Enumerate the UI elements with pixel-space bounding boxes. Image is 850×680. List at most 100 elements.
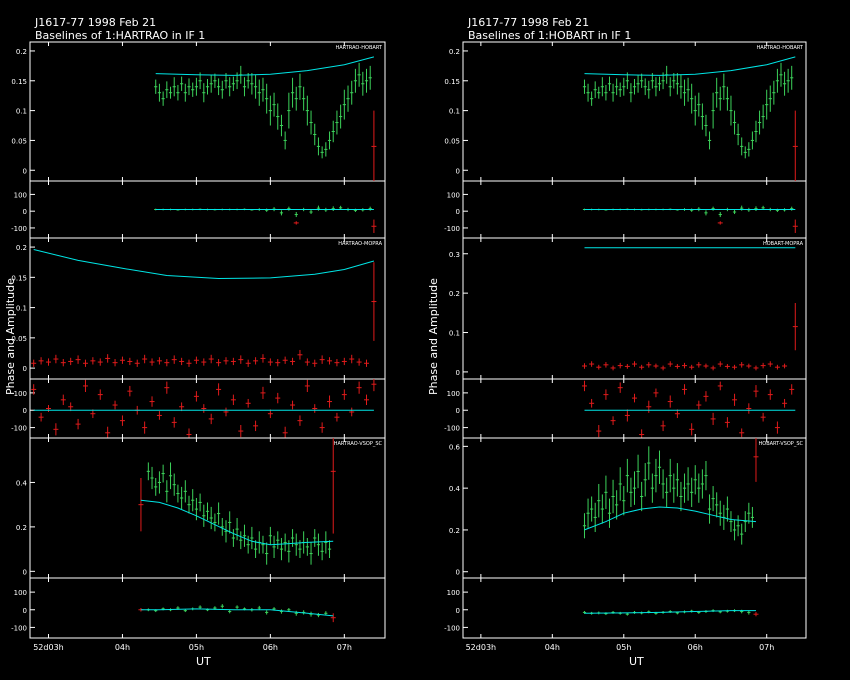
amplitude-point: [335, 110, 339, 135]
phase-point: [265, 208, 269, 212]
amplitude-point: [718, 500, 722, 526]
amplitude-point: [740, 523, 744, 545]
phase-flagged-point: [767, 389, 773, 400]
amplitude-point: [257, 79, 261, 106]
amplitude-point: [779, 62, 783, 87]
phase-point: [198, 605, 202, 609]
amplitude-point: [586, 498, 590, 528]
phase-flagged-point: [208, 413, 214, 425]
phase-flagged-point: [127, 385, 133, 397]
amplitude-point: [629, 83, 633, 103]
phase-flagged-point: [689, 423, 695, 436]
phase-flagged-point: [282, 426, 288, 438]
amplitude-point: [316, 533, 321, 556]
phase-frame: [462, 378, 807, 439]
amplitude-point: [615, 490, 619, 520]
amplitude-point: [283, 131, 287, 150]
amplitude-point: [704, 114, 708, 137]
amplitude-point: [750, 131, 755, 150]
amplitude-point: [693, 465, 697, 495]
amplitude-point: [172, 473, 176, 496]
amplitude-point: [294, 533, 298, 556]
amplitude-point: [650, 473, 654, 503]
phase-flagged-point: [334, 412, 340, 422]
amplitude-point: [216, 502, 221, 525]
amplitude-point: [707, 494, 712, 524]
amplitude-flagged-point: [304, 358, 310, 366]
amplitude-point: [161, 464, 165, 483]
phase-flagged-point: [646, 400, 652, 413]
phase-flagged-point: [774, 421, 780, 434]
amplitude-point: [261, 77, 265, 102]
amplitude-point: [618, 467, 622, 501]
amplitude-point: [276, 531, 280, 550]
x-tick-label: 04h: [545, 643, 560, 652]
amplitude-frame: [29, 41, 386, 182]
amplitude-point: [782, 71, 787, 96]
amplitude-flagged-point: [746, 363, 752, 369]
phase-flagged-point: [792, 219, 798, 233]
amplitude-tick-label: 0.4: [16, 479, 28, 487]
amplitude-point: [700, 103, 704, 130]
phase-flagged-point: [732, 393, 738, 406]
amplitude-flagged-point: [696, 362, 702, 368]
amplitude-flagged-point: [208, 354, 214, 364]
amplitude-point: [643, 463, 647, 497]
amplitude-point: [242, 524, 247, 547]
amplitude-point: [604, 475, 608, 510]
amplitude-point: [157, 471, 162, 494]
amplitude-point: [625, 458, 629, 493]
amplitude-point: [722, 73, 726, 100]
phase-tick-label: 100: [447, 589, 460, 597]
phase-tick-label: -100: [444, 425, 460, 433]
amplitude-frame: [462, 41, 807, 182]
amplitude-point: [636, 454, 640, 489]
phase-data: [138, 604, 336, 623]
phase-frame: [29, 378, 386, 439]
amplitude-flagged-point: [290, 357, 296, 366]
amplitude-point: [736, 515, 740, 537]
amplitude-point: [657, 450, 662, 484]
phase-flagged-point: [105, 426, 111, 438]
amplitude-flagged-point: [717, 361, 723, 367]
amplitude-flagged-point: [134, 359, 140, 367]
amplitude-point: [736, 123, 740, 146]
phase-point: [183, 609, 187, 613]
amplitude-flagged-point: [68, 357, 74, 366]
phase-tick-label: -100: [11, 425, 27, 433]
amplitude-point: [242, 77, 247, 97]
amplitude-tick-label: 0: [23, 167, 27, 175]
phase-flagged-point: [38, 412, 44, 422]
amplitude-data: [138, 438, 336, 565]
amplitude-point: [718, 86, 722, 111]
phase-tick-label: 100: [14, 390, 27, 398]
amplitude-point: [672, 473, 676, 503]
phase-point: [718, 212, 722, 218]
x-axis-label-right: UT: [629, 655, 644, 668]
amplitude-point: [690, 83, 694, 114]
amplitude-flagged-point: [260, 354, 266, 363]
amplitude-point: [590, 496, 594, 522]
phase-flagged-point: [371, 219, 377, 233]
amplitude-flagged-point: [138, 478, 144, 532]
amplitude-point: [290, 77, 295, 108]
phase-point: [368, 206, 372, 211]
amplitude-point: [715, 77, 719, 108]
x-tick-label: 07h: [759, 643, 774, 652]
amplitude-point: [711, 486, 715, 512]
plot-source-title-right: J1617-77 1998 Feb 21: [468, 16, 590, 29]
baseline-panel-hartrao-vsop-sc: HARTRAO-VSOP_SC 0 0.2 0.4 -100 0 100 52d03h 04h 0…: [11, 437, 386, 652]
amplitude-flagged-point: [179, 357, 185, 366]
x-tick-label: 04h: [115, 643, 130, 652]
amplitude-flagged-point: [297, 349, 303, 360]
amplitude-point: [775, 68, 780, 93]
amplitude-point: [729, 95, 733, 126]
amplitude-flagged-point: [216, 359, 222, 367]
amplitude-data: [582, 56, 798, 181]
amplitude-point: [287, 92, 291, 129]
amplitude-point: [228, 77, 232, 97]
phase-point: [309, 210, 313, 215]
amplitude-tick-label: 0.15: [11, 274, 27, 282]
phase-tick-label: 100: [447, 191, 460, 199]
